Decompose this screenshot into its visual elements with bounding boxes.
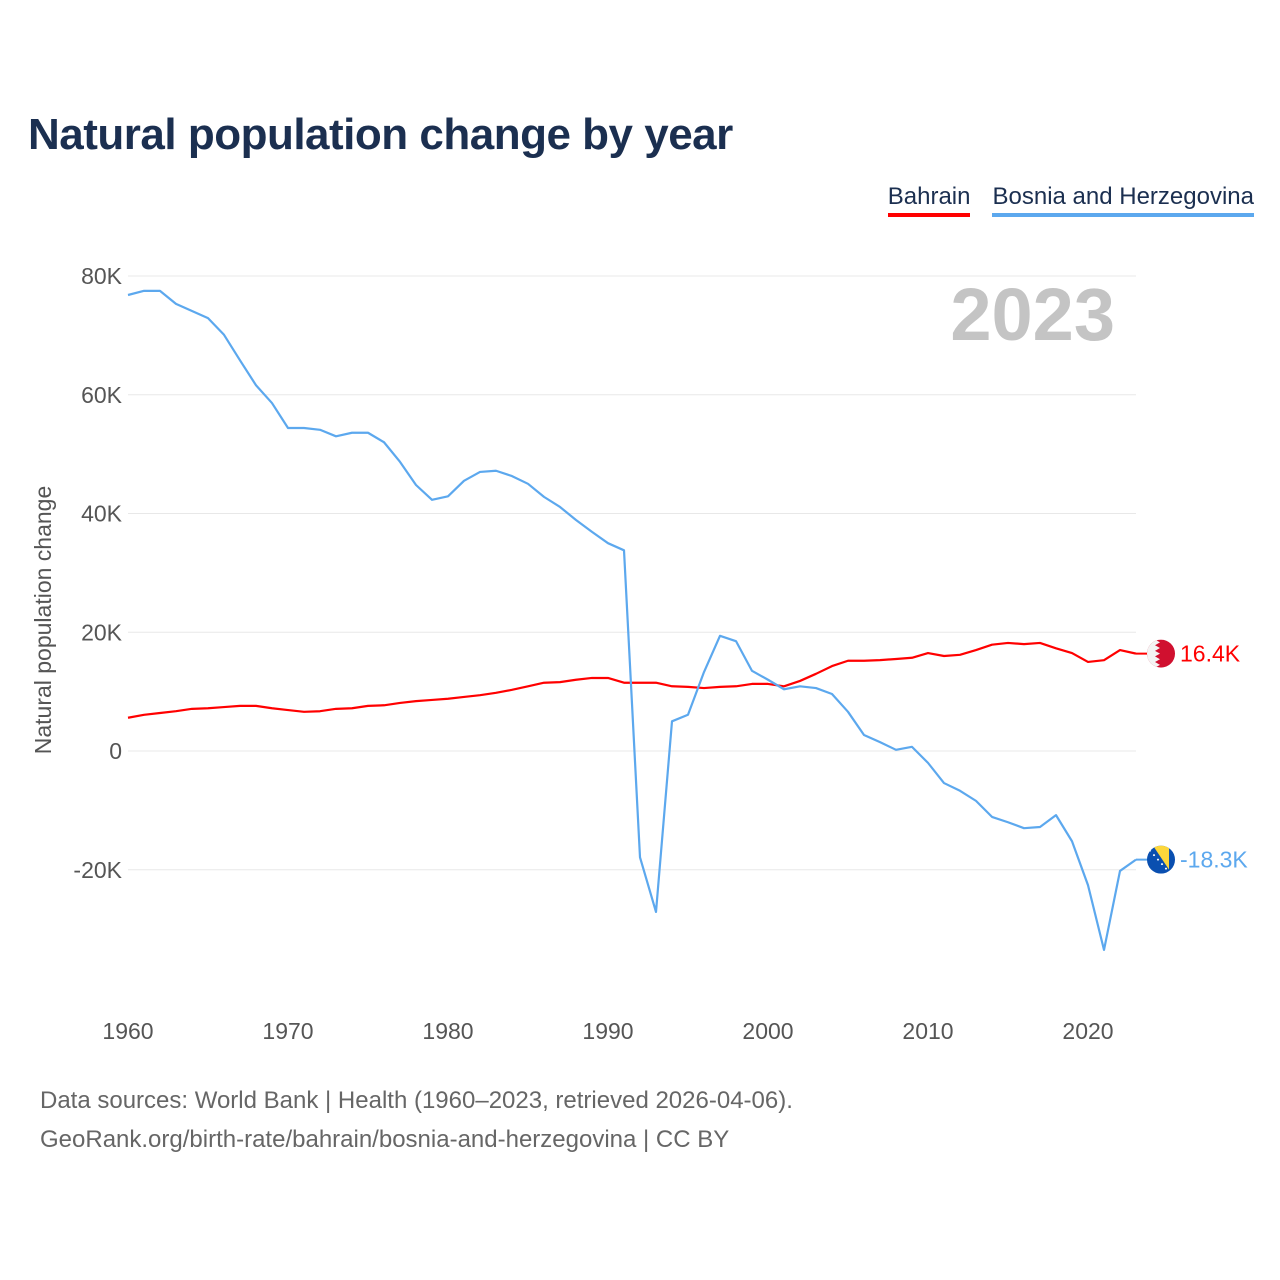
year-watermark: 2023 [950, 273, 1115, 356]
flag-body [1147, 845, 1175, 874]
x-tick-label: 1980 [422, 1018, 473, 1044]
x-tick-label: 1970 [262, 1018, 313, 1044]
y-axis-label: Natural population change [30, 486, 56, 755]
chart-title: Natural population change by year [28, 110, 733, 159]
x-tick-label: 2000 [742, 1018, 793, 1044]
series-line-bosnia [127, 289, 1137, 952]
end-value-label: -18.3K [1180, 847, 1248, 873]
y-tick-label: 40K [81, 501, 123, 527]
flag-star [1165, 867, 1167, 870]
x-tick-label: 2020 [1062, 1018, 1113, 1044]
y-tick-label: 20K [81, 619, 123, 645]
legend: Bahrain Bosnia and Herzegovina [887, 183, 1254, 217]
footer-sources: Data sources: World Bank | Health (1960–… [40, 1087, 793, 1114]
x-tick-label: 2010 [902, 1018, 953, 1044]
legend-item-bosnia[interactable]: Bosnia and Herzegovina [992, 183, 1254, 217]
y-tick-label: 0 [109, 738, 122, 764]
flag-star [1149, 849, 1151, 852]
x-tick-label: 1990 [582, 1018, 633, 1044]
y-tick-label: 60K [81, 382, 123, 408]
flag-body [1147, 639, 1175, 668]
end-value-label: 16.4K [1180, 641, 1241, 667]
y-tick-label: 80K [81, 263, 123, 289]
flag-star [1153, 854, 1155, 857]
flag-white [1147, 639, 1160, 668]
flag-yellow [1153, 845, 1169, 870]
y-tick-label: -20K [73, 857, 122, 883]
x-tick-label: 1960 [102, 1018, 153, 1044]
footer-link[interactable]: GeoRank.org/birth-rate/bahrain/bosnia-an… [40, 1126, 730, 1153]
flag-star [1157, 858, 1159, 861]
bahrain-flag-icon [1147, 639, 1175, 668]
legend-item-bahrain[interactable]: Bahrain [887, 183, 971, 217]
flag-star [1161, 863, 1163, 866]
bosnia-flag-icon [1147, 845, 1175, 874]
